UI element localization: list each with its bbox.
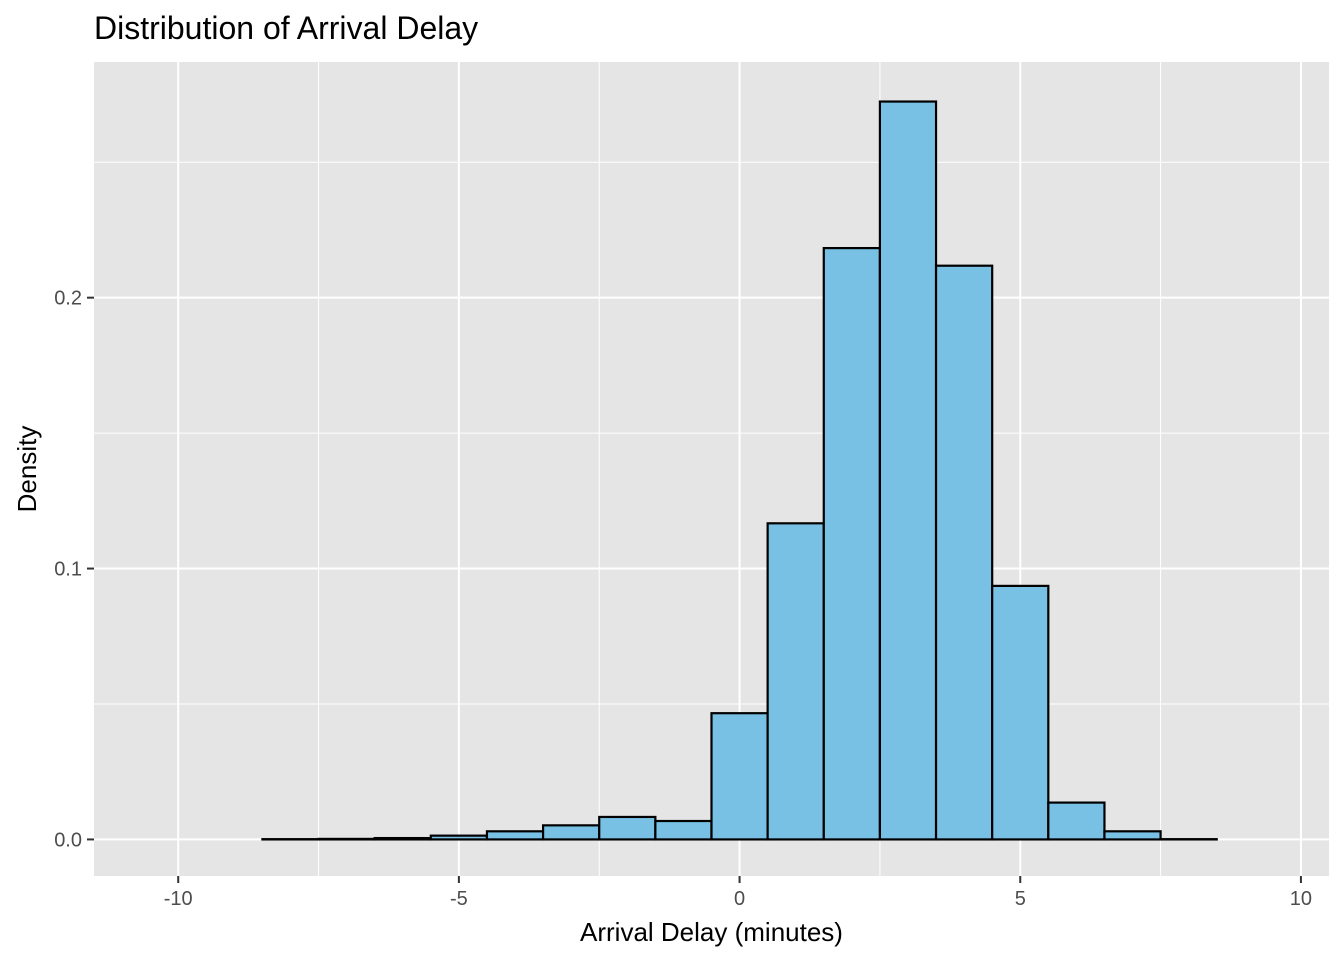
histogram-bar <box>710 712 769 841</box>
histogram-bar <box>541 824 601 841</box>
x-tick-label: 10 <box>1290 888 1312 910</box>
histogram-bar <box>1047 801 1106 841</box>
y-tick-label: 0.2 <box>54 288 82 310</box>
x-axis-title: Arrival Delay (minutes) <box>580 917 843 947</box>
y-tick-label: 0.0 <box>54 829 82 851</box>
chart-title: Distribution of Arrival Delay <box>94 10 478 46</box>
histogram-bar <box>317 837 376 841</box>
histogram-bar <box>934 264 994 841</box>
histogram-bar <box>485 830 545 841</box>
y-axis-title: Density <box>12 426 42 513</box>
histogram-bar <box>654 819 713 841</box>
x-axis: -10 -5 0 5 10 <box>164 876 1312 910</box>
histogram-bar <box>598 815 657 841</box>
x-tick-label: 5 <box>1015 888 1026 910</box>
x-tick-label: -10 <box>164 888 193 910</box>
histogram-bar <box>373 836 432 841</box>
y-axis: 0.0 0.1 0.2 <box>54 288 94 851</box>
histogram-bar <box>429 834 489 841</box>
histogram-bar <box>822 246 882 841</box>
histogram-bar <box>878 100 938 841</box>
histogram-bar <box>766 522 825 841</box>
histogram-bars <box>261 100 1218 841</box>
histogram-bar <box>1103 830 1162 841</box>
x-tick-label: 0 <box>734 888 745 910</box>
x-tick-label: -5 <box>450 888 468 910</box>
histogram-bar <box>991 584 1050 841</box>
y-tick-label: 0.1 <box>54 559 82 581</box>
